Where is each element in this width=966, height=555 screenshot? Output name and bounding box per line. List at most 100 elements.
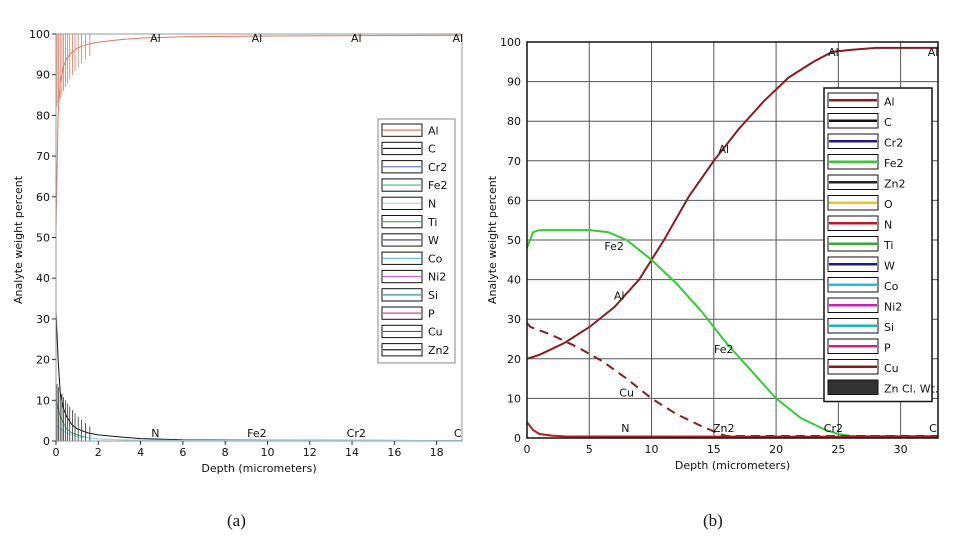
series-line-al: [55, 34, 463, 230]
x-axis-label: Depth (micrometers): [201, 462, 316, 475]
x-tick-label: 6: [179, 446, 186, 459]
x-tick-label: 5: [586, 443, 593, 456]
legend-label: Co: [428, 252, 443, 265]
x-tick-label: 4: [137, 446, 144, 459]
x-tick-label: 12: [303, 446, 317, 459]
legend-label: Zn Cl. Wt.: [884, 383, 938, 396]
annotation-label: Al: [452, 32, 463, 45]
annotation-label: Al: [351, 32, 362, 45]
y-tick-label: 40: [36, 272, 50, 285]
x-axis-label: Depth (micrometers): [675, 459, 790, 472]
legend-label: P: [884, 342, 891, 355]
y-tick-label: 20: [36, 354, 50, 367]
y-tick-label: 80: [507, 115, 521, 128]
annotation-label: Cr2: [824, 422, 843, 435]
series-line-c: [55, 310, 463, 442]
legend-label: Al: [884, 96, 895, 109]
x-tick-label: 20: [769, 443, 783, 456]
annotation-label: Al: [718, 143, 729, 156]
legend-label: C: [428, 143, 436, 156]
y-tick-label: 90: [507, 76, 521, 89]
x-tick-label: 10: [260, 446, 274, 459]
annotation-label: Al: [928, 46, 939, 59]
x-tick-label: 10: [645, 443, 659, 456]
legend-label: Ti: [883, 239, 893, 252]
legend-label: Zn2: [428, 344, 450, 357]
x-tick-label: 8: [222, 446, 229, 459]
y-axis-label: Analyte weight percent: [486, 175, 499, 304]
legend-label: Ti: [427, 216, 437, 229]
legend-label: W: [428, 234, 439, 247]
legend-label: Fe2: [884, 157, 904, 170]
legend-label: C: [884, 116, 892, 129]
legend-label: Cu: [428, 326, 443, 339]
x-tick-label: 0: [53, 446, 60, 459]
legend-label: Co: [884, 280, 899, 293]
y-tick-label: 70: [36, 150, 50, 163]
annotation-label: Fe2: [714, 343, 734, 356]
y-tick-label: 30: [507, 313, 521, 326]
x-tick-label: 14: [345, 446, 359, 459]
y-tick-label: 0: [43, 435, 50, 448]
y-tick-label: 100: [500, 36, 521, 49]
annotation-label: Cu: [619, 386, 634, 399]
y-tick-label: 10: [36, 394, 50, 407]
annotation-label: C: [929, 422, 937, 435]
y-tick-label: 50: [507, 234, 521, 247]
legend-label: N: [884, 219, 892, 232]
annotation-label: Al: [614, 289, 625, 302]
legend-label: Cr2: [884, 137, 903, 150]
y-tick-label: 50: [36, 232, 50, 245]
annotation-label: Zn2: [713, 422, 735, 435]
x-tick-label: 18: [430, 446, 444, 459]
y-tick-label: 30: [36, 313, 50, 326]
annotation-label: N: [151, 427, 159, 440]
annotation-label: C: [454, 427, 462, 440]
annotation-label: Al: [252, 32, 263, 45]
legend-label: Al: [428, 124, 439, 137]
caption-b: (b): [703, 511, 723, 530]
y-tick-label: 80: [36, 109, 50, 122]
annotation-label: Al: [828, 46, 839, 59]
y-tick-label: 20: [507, 353, 521, 366]
chart-b: 0 5 10 15 20 25 30 0 10 20 30 40 50 60 70 80 90 100 Depth …: [486, 36, 939, 472]
x-tick-label: 15: [707, 443, 721, 456]
legend-label: Cu: [884, 362, 899, 375]
legend-label: Cr2: [428, 161, 447, 174]
caption-a: (a): [227, 511, 246, 530]
y-tick-label: 90: [36, 69, 50, 82]
legend-label: Si: [884, 321, 894, 334]
legend-label: Zn2: [884, 178, 906, 191]
series-line-fe2: [526, 229, 938, 437]
legend-label: P: [428, 307, 435, 320]
y-tick-label: 60: [36, 191, 50, 204]
legend-label: Ni2: [884, 301, 902, 314]
y-tick-label: 60: [507, 194, 521, 207]
annotation-label: Fe2: [247, 427, 267, 440]
y-tick-label: 100: [29, 28, 50, 41]
y-axis-label: Analyte weight percent: [12, 175, 25, 304]
series-line-n: [526, 421, 939, 438]
y-tick-label: 10: [507, 392, 521, 405]
y-tick-label: 0: [514, 432, 521, 445]
x-tick-label: 2: [95, 446, 102, 459]
legend-label: Fe2: [428, 179, 448, 192]
series-line-al: [526, 46, 938, 360]
plot-frame: [526, 41, 939, 439]
legend-label: N: [428, 198, 436, 211]
annotation-label: N: [621, 422, 629, 435]
legend-label: Si: [428, 289, 438, 302]
annotation-label: Cr2: [347, 427, 366, 440]
y-tick-label: 70: [507, 155, 521, 168]
y-tick-label: 40: [507, 274, 521, 287]
x-tick-label: 25: [831, 443, 845, 456]
legend-swatch: [827, 379, 879, 395]
legend-label: O: [884, 198, 893, 211]
annotation-label: Al: [150, 32, 161, 45]
x-tick-label: 30: [894, 443, 908, 456]
series-line-cu: [526, 322, 938, 437]
legend-label: Ni2: [428, 271, 446, 284]
chart-a: 0 2 4 6 8 10 12 14 16 18 0 10 20 30 40 50 60 70 80 90 100 Dep…: [12, 28, 463, 475]
legend-label: W: [884, 260, 895, 273]
